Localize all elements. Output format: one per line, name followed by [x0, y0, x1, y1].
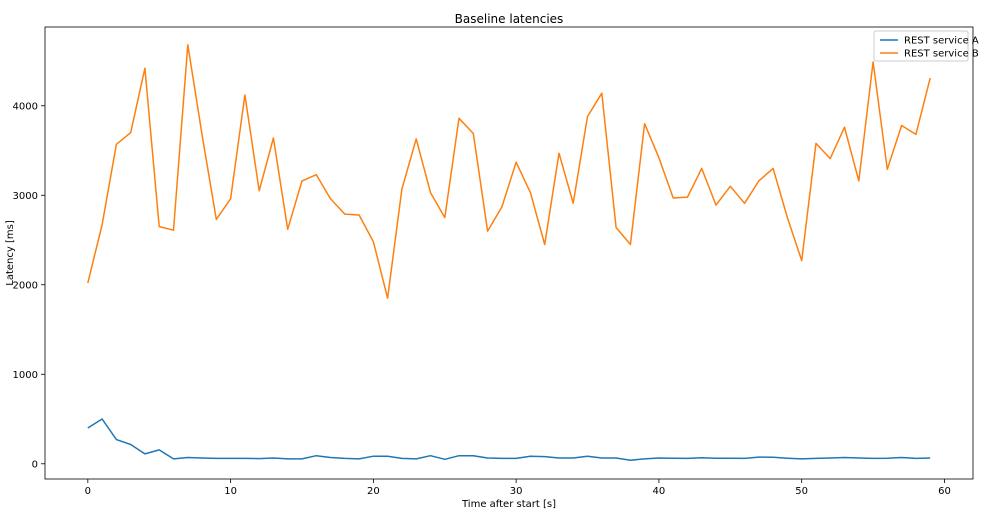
y-tick-label: 4000 [13, 101, 38, 112]
x-tick-label: 40 [653, 486, 666, 497]
x-axis-label: Time after start [s] [461, 499, 556, 510]
series-line-rest-service-a [87, 418, 931, 461]
y-tick-label: 1000 [13, 370, 38, 381]
x-tick-label: 30 [510, 486, 523, 497]
x-tick-label: 10 [224, 486, 237, 497]
legend-label: REST service B [904, 49, 979, 60]
y-axis-label: Latency [ms] [5, 220, 16, 286]
plot-area [44, 26, 974, 480]
series-line-rest-service-b [87, 44, 931, 299]
chart-title: Baseline latencies [455, 12, 564, 26]
y-axis: 0 1000 2000 3000 4000 [13, 101, 45, 470]
legend-label: REST service A [904, 36, 979, 47]
legend: REST service A REST service B [873, 30, 979, 62]
x-tick-label: 0 [85, 486, 91, 497]
y-tick-label: 3000 [13, 191, 38, 202]
x-tick-label: 50 [795, 486, 808, 497]
x-tick-label: 20 [367, 486, 380, 497]
y-tick-label: 0 [32, 459, 38, 470]
series-layer [87, 44, 931, 461]
x-tick-label: 60 [938, 486, 951, 497]
y-tick-label: 2000 [13, 280, 38, 291]
x-axis: 0 10 20 30 40 50 60 [85, 479, 951, 497]
